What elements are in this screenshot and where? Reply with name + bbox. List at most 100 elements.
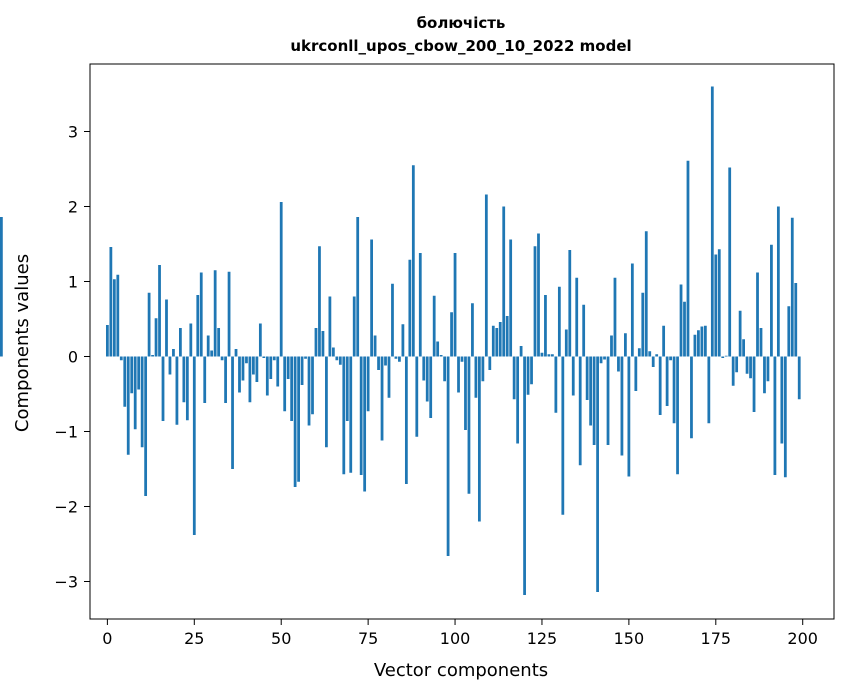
bar-78	[377, 356, 380, 370]
bar-154	[641, 292, 645, 357]
bar-29	[206, 335, 210, 357]
bar-80	[384, 356, 387, 366]
bar-93	[429, 356, 433, 418]
x-tick-label-175: 175	[701, 629, 732, 648]
bar-31	[213, 270, 217, 357]
x-tick-label-0: 0	[102, 629, 112, 648]
bar-158	[655, 354, 659, 357]
bar-34	[224, 356, 227, 403]
bar-196	[787, 306, 791, 357]
bar-96	[439, 355, 443, 357]
bar-66	[335, 356, 339, 361]
bar-17	[165, 299, 168, 357]
bar-60	[314, 328, 318, 357]
plot-frame	[89, 63, 835, 620]
bar-42	[252, 356, 255, 375]
bar-22	[182, 356, 186, 403]
bar-50	[279, 202, 283, 357]
bar-195	[783, 356, 787, 478]
bar-166	[683, 301, 686, 357]
bar-65	[331, 347, 335, 357]
bar-44	[258, 323, 262, 357]
bar-51	[283, 356, 287, 412]
bar-169	[693, 334, 697, 357]
bar-127	[547, 354, 551, 357]
bar-40	[245, 356, 248, 364]
y-axis-label: Components values	[12, 254, 33, 432]
bar-114	[502, 206, 506, 357]
bar-1	[109, 247, 113, 357]
bar-140	[592, 356, 596, 445]
bar-25	[192, 356, 196, 535]
y-axis-ticks: −3 −2 −1 0 1 2 3	[54, 123, 90, 592]
bar-68	[342, 356, 346, 475]
bar-79	[380, 356, 384, 441]
x-tick-label-100: 100	[440, 629, 471, 648]
bar-185	[749, 356, 752, 379]
bar-148	[620, 356, 624, 456]
bar-83	[394, 356, 398, 359]
bar-32	[217, 328, 221, 357]
x-tick-label-75: 75	[358, 629, 378, 648]
chart-title: болючість	[417, 14, 506, 32]
bar-155	[644, 231, 648, 357]
bar-28	[203, 356, 207, 403]
bar-59	[311, 356, 314, 415]
bar-143	[603, 356, 606, 360]
bar-194	[780, 356, 784, 444]
bar-150	[627, 356, 631, 477]
bar-132	[564, 329, 568, 357]
bar-133	[568, 250, 572, 357]
bar-163	[672, 356, 676, 424]
bar-39	[241, 356, 245, 381]
bar-52	[286, 356, 290, 379]
bar-176	[717, 249, 721, 357]
bar-99	[450, 312, 453, 357]
bar-184	[745, 356, 749, 374]
bar-102	[460, 356, 464, 362]
x-tick-label-125: 125	[527, 629, 558, 648]
bar-177	[721, 356, 725, 358]
bar-35	[227, 271, 231, 357]
bar-7	[130, 356, 134, 394]
bar-43	[255, 356, 259, 382]
y-tick-label-0: 0	[68, 348, 78, 367]
bar-64	[328, 296, 332, 357]
bar-91	[422, 356, 426, 381]
bar-4	[119, 356, 123, 361]
bar-48	[272, 356, 276, 361]
y-tick-label--2: −2	[54, 498, 78, 517]
bar-24	[189, 323, 193, 357]
bar-141	[596, 356, 599, 592]
bar-109	[484, 194, 488, 357]
bar-100	[453, 253, 457, 357]
bar-191	[770, 244, 773, 357]
y-tick-label-1: 1	[68, 273, 78, 292]
bar-21	[179, 328, 182, 357]
bar-137	[582, 304, 586, 357]
bar-30	[210, 350, 214, 357]
bar-101	[457, 356, 460, 393]
bar-125	[540, 352, 544, 357]
bar-90	[418, 253, 422, 357]
bar-70	[349, 356, 353, 473]
bar-171	[700, 326, 704, 357]
bar-20	[175, 356, 179, 425]
bar-174	[710, 86, 714, 357]
bar-73	[359, 356, 363, 475]
bar-2	[112, 279, 116, 357]
bar-192	[773, 356, 777, 475]
bar-139	[589, 356, 593, 426]
bar-167	[686, 160, 690, 357]
x-tick-label-150: 150	[614, 629, 645, 648]
bar-19	[172, 349, 175, 357]
bar-186	[752, 356, 756, 412]
bar-62	[321, 331, 325, 357]
bar-187	[756, 272, 759, 357]
chart-subtitle: ukrconll_upos_cbow_200_10_2022 model	[290, 37, 631, 55]
bar-57	[304, 356, 307, 359]
bar-77	[373, 335, 377, 357]
bar-72	[356, 217, 360, 357]
bar-106	[474, 356, 478, 398]
bar-27	[199, 272, 203, 357]
